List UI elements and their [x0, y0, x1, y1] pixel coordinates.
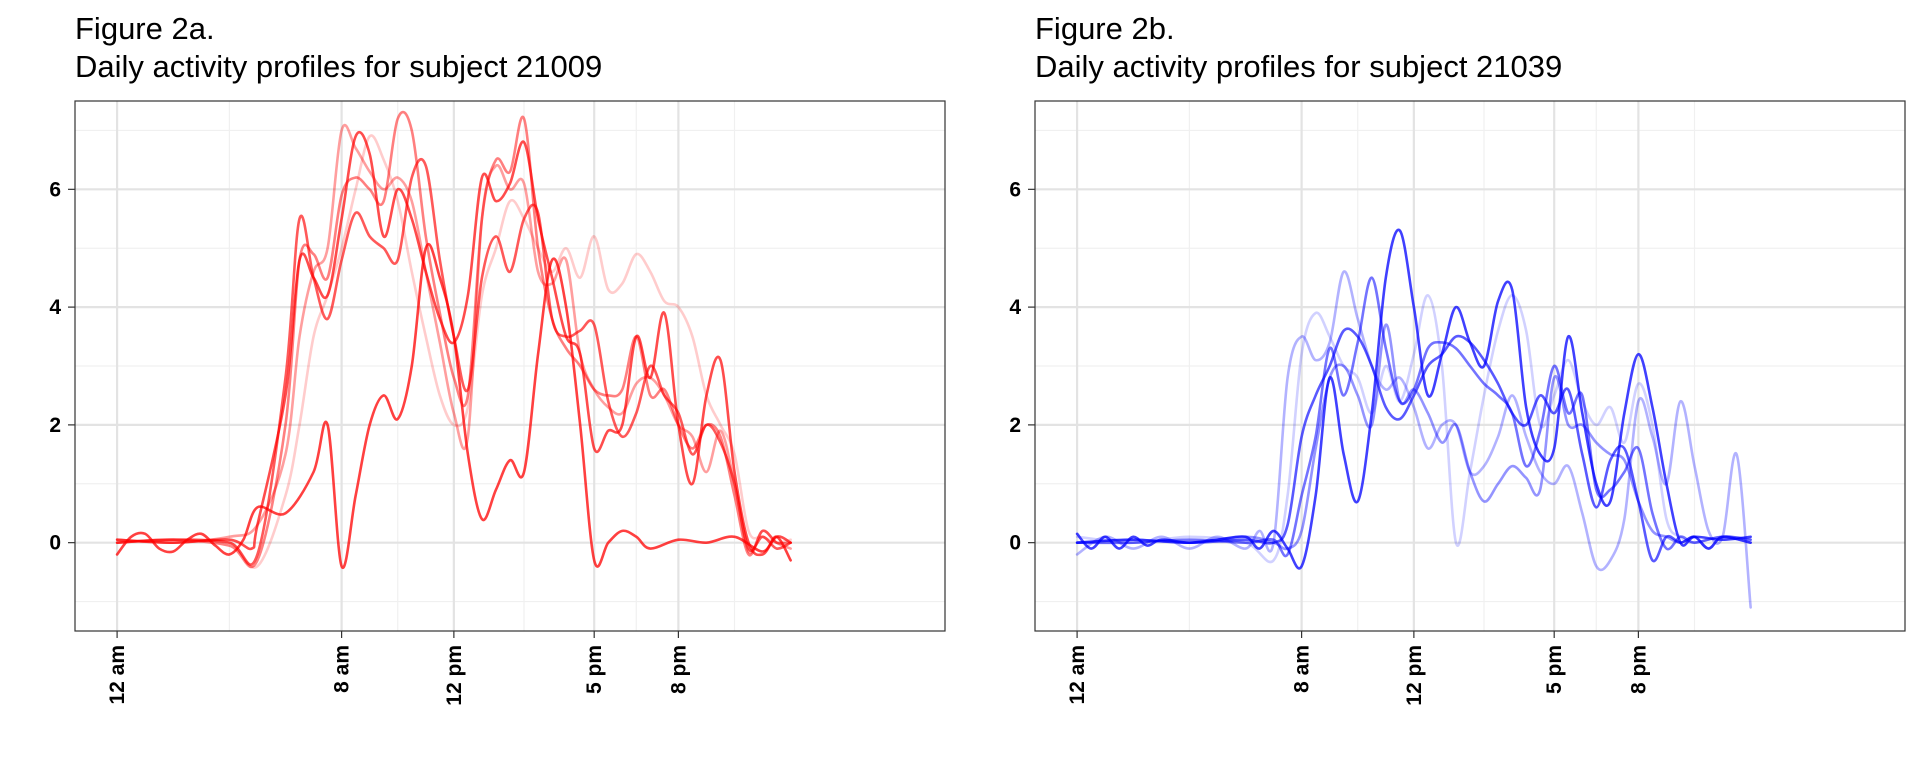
series-line-3: [115, 158, 792, 566]
chart-title-block: Figure 2a. Daily activity profiles for s…: [75, 10, 602, 86]
plot-border: [74, 100, 946, 632]
line-chart-2a: 0 2 4 6 12 am 8 am 12 pm 5 pm 8 pm: [49, 100, 946, 706]
y-tick-label: 2: [1009, 414, 1021, 437]
chart-title: Figure 2b.: [1035, 11, 1175, 46]
x-tick-label: 12 pm: [1403, 645, 1426, 706]
y-tick-label: 0: [1009, 532, 1021, 555]
series-line-1: [115, 243, 792, 570]
series-line-3: [1075, 276, 1752, 558]
series-line-6: [115, 134, 792, 569]
series-line-2: [1075, 327, 1752, 563]
x-tick-label: 5 pm: [583, 645, 606, 694]
series-line-2: [115, 130, 792, 557]
y-tick-label: 0: [49, 532, 61, 555]
y-axis: 0 2 4 6: [49, 178, 75, 555]
x-tick-label: 8 am: [1291, 645, 1314, 693]
series-group: [1075, 228, 1752, 609]
y-axis: 0 2 4 6: [1009, 178, 1035, 555]
y-tick-label: 6: [49, 178, 61, 201]
x-tick-label: 8 am: [331, 645, 354, 693]
x-tick-label: 12 am: [106, 645, 129, 705]
series-line-4: [1075, 323, 1752, 551]
gridlines: [75, 101, 945, 631]
series-line-5: [1075, 270, 1752, 609]
x-tick-label: 8 pm: [667, 645, 690, 694]
panel-figure-2b: Figure 2b. Daily activity profiles for s…: [960, 0, 1920, 768]
panel-figure-2a: Figure 2a. Daily activity profiles for s…: [49, 10, 946, 706]
y-tick-label: 6: [1009, 178, 1021, 201]
series-line-5: [115, 123, 792, 555]
y-tick-label: 4: [1009, 296, 1021, 319]
series-group: [115, 110, 792, 570]
x-tick-label: 12 am: [1066, 645, 1089, 705]
chart-subtitle: Daily activity profiles for subject 2100…: [75, 49, 603, 84]
x-axis: 12 am 8 am 12 pm 5 pm 8 pm: [106, 631, 690, 706]
x-tick-label: 8 pm: [1627, 645, 1650, 694]
x-tick-label: 5 pm: [1543, 645, 1566, 694]
chart-title-block: Figure 2b. Daily activity profiles for s…: [1035, 10, 1562, 86]
chart-subtitle: Daily activity profiles for subject 2103…: [1035, 49, 1563, 84]
series-line-4: [115, 110, 792, 569]
y-tick-label: 2: [49, 414, 61, 437]
chart-title: Figure 2a.: [75, 11, 215, 46]
x-tick-label: 12 pm: [443, 645, 466, 706]
x-axis: 12 am 8 am 12 pm 5 pm 8 pm: [1066, 631, 1650, 706]
series-line-6: [1075, 294, 1752, 564]
line-chart-2b: 0 2 4 6 12 am 8 am 12 pm 5 pm 8 pm: [1009, 100, 1906, 706]
y-tick-label: 4: [49, 296, 61, 319]
plot-border: [1034, 100, 1906, 632]
